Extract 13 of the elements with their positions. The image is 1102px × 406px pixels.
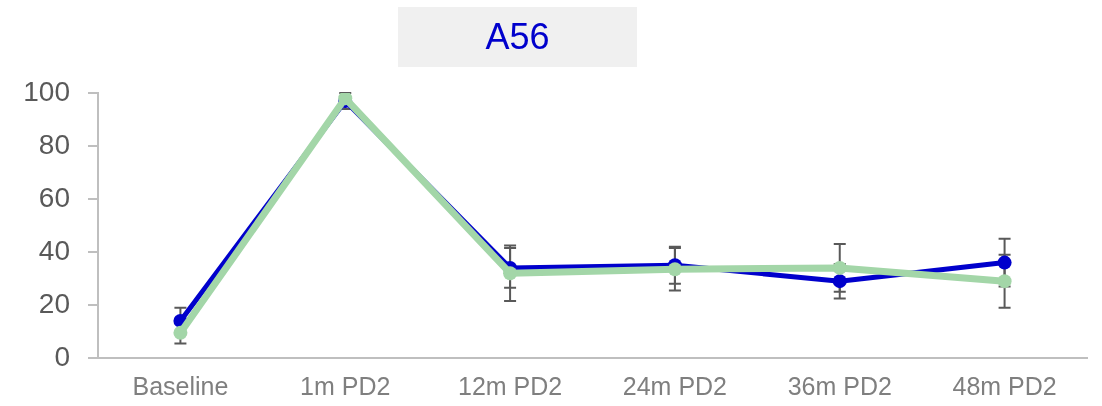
- x-tick-label: 36m PD2: [787, 371, 892, 400]
- x-tick-label: 12m PD2: [457, 371, 563, 400]
- y-tick-label: 0: [54, 340, 70, 372]
- x-tick-label: 48m PD2: [952, 371, 1057, 400]
- x-tick-label: 1m PD2: [300, 371, 391, 400]
- y-tick-label: 80: [38, 128, 70, 160]
- y-tick-label: 20: [38, 287, 70, 319]
- y-tick-label: 40: [38, 234, 70, 266]
- chart-title: A56: [398, 7, 637, 67]
- x-tick-label: 24m PD2: [622, 371, 728, 400]
- x-tick-label: Baseline: [132, 371, 229, 400]
- y-tick-label: 100: [23, 75, 70, 107]
- y-tick-label: 60: [38, 181, 70, 213]
